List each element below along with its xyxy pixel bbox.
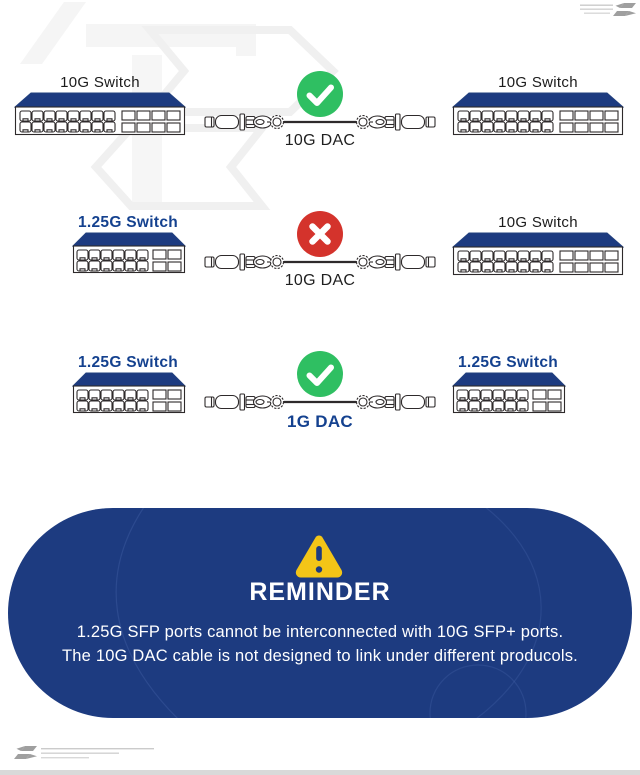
- reminder-line-2: The 10G DAC cable is not designed to lin…: [62, 647, 578, 665]
- reminder-banner: REMINDER 1.25G SFP ports cannot be inter…: [8, 508, 632, 718]
- right-switch-label: 10G Switch: [498, 74, 578, 91]
- left-switch-graphic: [13, 92, 187, 141]
- cable-label: 10G DAC: [284, 132, 356, 149]
- swap-arrows-logo-icon: [14, 746, 154, 759]
- right-switch-label: 1.25G Switch: [457, 354, 559, 371]
- pill-swoosh-decor: [115, 508, 542, 718]
- compat-row-1: 10G Switch 10G Switch 10G DAC: [0, 70, 640, 180]
- left-switch-label: 10G Switch: [60, 74, 140, 91]
- right-switch-graphic: [451, 232, 625, 281]
- right-switch-graphic: [451, 92, 625, 141]
- swap-arrows-logo-icon: [580, 3, 636, 16]
- left-switch-graphic: [71, 372, 187, 419]
- reminder-text: 1.25G SFP ports cannot be interconnected…: [8, 620, 632, 668]
- dac-cable-graphic: [204, 250, 436, 274]
- compat-row-3: 1.25G Switch 1.25G Switch 1G DAC: [0, 350, 640, 460]
- right-switch-label: 10G Switch: [498, 214, 578, 231]
- dac-cable-graphic: [204, 110, 436, 134]
- left-switch-graphic: [71, 232, 187, 279]
- compat-row-2: 1.25G Switch 10G Switch 10G DAC: [0, 210, 640, 320]
- check-icon: [297, 351, 343, 397]
- status-icon-slot: [296, 70, 344, 118]
- cross-icon: [297, 211, 343, 257]
- left-switch-label: 1.25G Switch: [77, 214, 179, 231]
- status-icon-slot: [296, 210, 344, 258]
- bottom-edge-strip: [0, 770, 640, 775]
- dac-cable-graphic: [204, 390, 436, 414]
- cable-label: 1G DAC: [286, 412, 354, 431]
- check-icon: [297, 71, 343, 117]
- status-icon-slot: [296, 350, 344, 398]
- right-switch-graphic: [451, 372, 567, 419]
- cable-label: 10G DAC: [284, 272, 356, 289]
- left-switch-label: 1.25G Switch: [77, 354, 179, 371]
- reminder-title: REMINDER: [249, 578, 391, 606]
- warning-triangle-icon: [295, 535, 343, 578]
- reminder-line-1: 1.25G SFP ports cannot be interconnected…: [76, 623, 564, 641]
